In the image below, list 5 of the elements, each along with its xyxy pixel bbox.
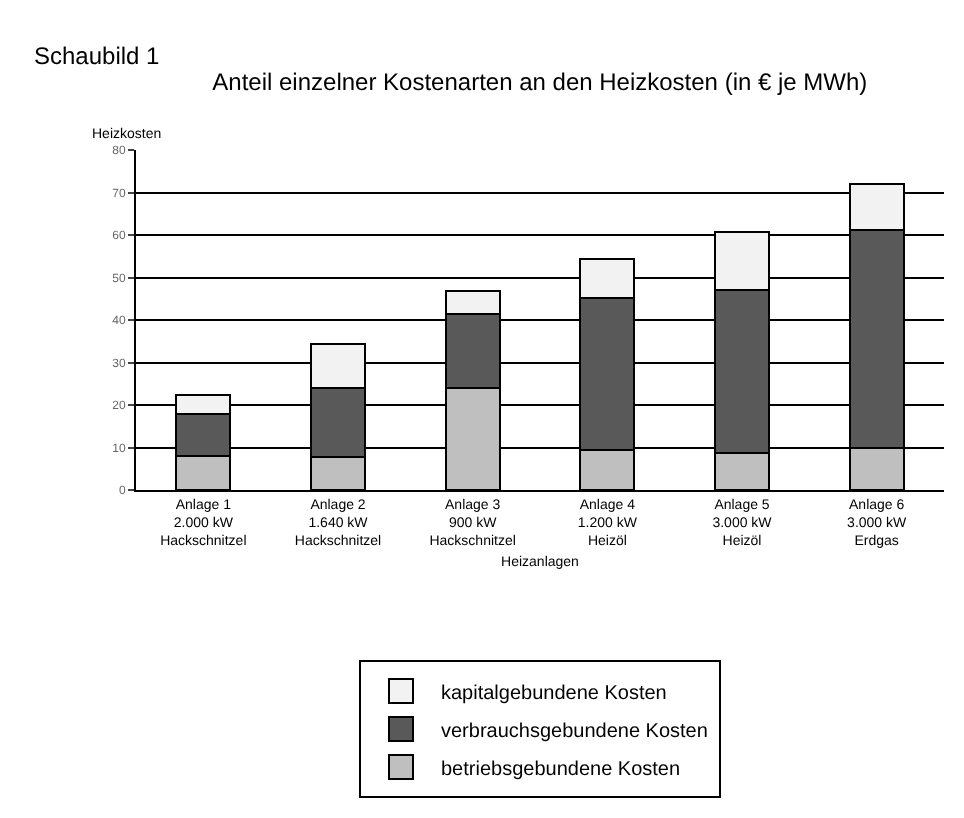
legend-label: kapitalgebundene Kosten — [441, 682, 667, 705]
legend-label: betriebsgebundene Kosten — [441, 758, 681, 781]
text: Schaubild 1 — [34, 42, 161, 70]
legend-label: verbrauchsgebundene Kosten — [441, 720, 708, 743]
chart-title: Anteil einzelner Kostenarten an den Heizkosten (in € je MWh) — [212, 68, 868, 97]
